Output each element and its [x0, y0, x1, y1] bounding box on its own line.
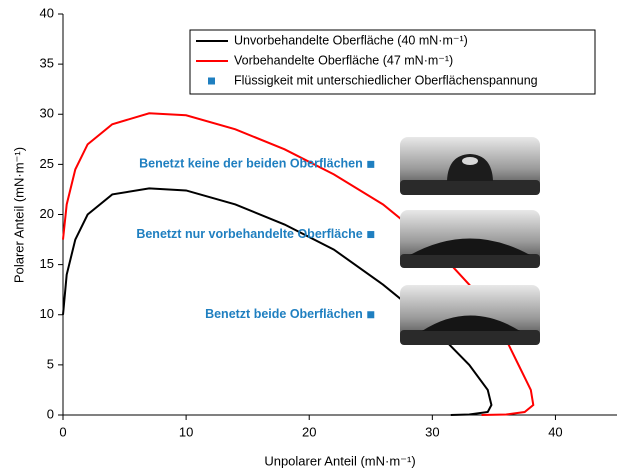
y-tick-label: 25 — [40, 156, 54, 171]
photos — [400, 137, 540, 345]
legend: Unvorbehandelte Oberfläche (40 mN·m⁻¹) Vo… — [190, 30, 595, 94]
x-axis-label: Unpolarer Anteil (mN·m⁻¹) — [264, 453, 415, 468]
marker — [367, 161, 374, 168]
marker — [367, 311, 374, 318]
x-tick-label: 10 — [179, 424, 193, 439]
y-tick-label: 30 — [40, 106, 54, 121]
y-tick-label: 5 — [47, 356, 54, 371]
x-tick-label: 0 — [59, 424, 66, 439]
y-tick-label: 10 — [40, 306, 54, 321]
y-tick-label: 35 — [40, 56, 54, 71]
x-tick-label: 40 — [548, 424, 562, 439]
marker — [367, 231, 374, 238]
y-tick-label: 40 — [40, 5, 54, 20]
photo — [400, 210, 540, 268]
y-tick-label: 0 — [47, 406, 54, 421]
photo — [400, 285, 540, 345]
x-tick-label: 20 — [302, 424, 316, 439]
annotation: Benetzt beide Oberflächen — [205, 307, 363, 321]
y-axis-label: Polarer Anteil (mN·m⁻¹) — [11, 147, 26, 283]
legend-swatch — [208, 78, 215, 85]
legend-label: Flüssigkeit mit unterschiedlicher Oberfl… — [234, 73, 538, 87]
annotation: Benetzt nur vorbehandelte Oberfläche — [136, 227, 362, 241]
chart: 0 10 20 30 40 0 5 10 15 20 25 30 35 40 Benetzt keine d… — [0, 0, 618, 470]
y-tick-label: 15 — [40, 256, 54, 271]
annotation: Benetzt keine der beiden Oberflächen — [139, 157, 363, 171]
x-tick-label: 30 — [425, 424, 439, 439]
photo — [400, 137, 540, 195]
legend-label: Unvorbehandelte Oberfläche (40 mN·m⁻¹) — [234, 33, 468, 47]
y-tick-label: 20 — [40, 206, 54, 221]
legend-label: Vorbehandelte Oberfläche (47 mN·m⁻¹) — [234, 53, 453, 67]
